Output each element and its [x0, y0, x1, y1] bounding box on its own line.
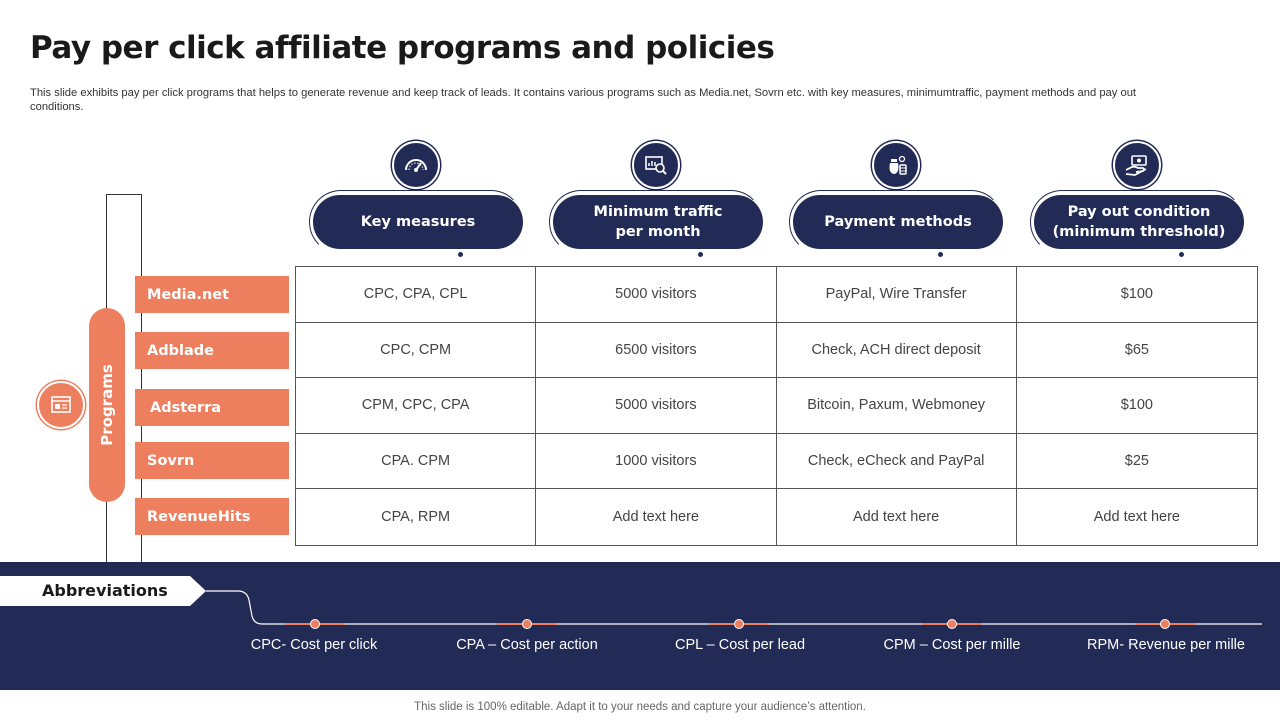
table-cell: 6500 visitors: [536, 322, 777, 379]
payout-condition-connector-dot: [1179, 252, 1184, 257]
table-cell: PayPal, Wire Transfer: [776, 267, 1017, 323]
key-measures-header: Key measures: [313, 195, 523, 249]
abbreviation-cpm: CPM – Cost per mille: [883, 637, 1021, 653]
abbreviation-cpa: CPA – Cost per action: [456, 637, 598, 653]
abbr-dot: [310, 619, 320, 629]
minimum-traffic-connector-dot: [698, 252, 703, 257]
program-tag-sovrn: Sovrn: [135, 442, 289, 479]
table-cell: $100: [1016, 267, 1257, 323]
table-cell: Bitcoin, Paxum, Webmoney: [776, 378, 1017, 434]
analytics-search-icon: [632, 141, 680, 189]
abbr-dot: [1160, 619, 1170, 629]
dashboard-icon: [37, 381, 85, 429]
gauge-icon: [392, 141, 440, 189]
program-tag-adsterra: Adsterra: [135, 389, 289, 426]
table-cell: Add text here: [777, 489, 1017, 545]
payout-condition-header: Pay out condition (minimum threshold): [1034, 195, 1244, 249]
abbr-dot: [522, 619, 532, 629]
programs-label: Programs: [98, 364, 116, 446]
table-cell: 5000 visitors: [536, 267, 777, 323]
program-tag-media-net: Media.net: [135, 276, 289, 313]
page-subtitle: This slide exhibits pay per click progra…: [30, 87, 1137, 113]
abbr-dot: [947, 619, 957, 629]
money-bag-icon: [872, 141, 920, 189]
minimum-traffic-header-outline: [549, 190, 763, 254]
abbreviations-label: Abbreviations: [42, 581, 168, 600]
key-measures-connector-dot: [458, 252, 463, 257]
table-cell: Add text here: [1093, 509, 1180, 526]
table-cell: CPC, CPM: [296, 322, 537, 379]
page-title: Pay per click affiliate programs and pol…: [30, 30, 775, 66]
footer-note: This slide is 100% editable. Adapt it to…: [414, 701, 866, 713]
program-tag-adblade: Adblade: [135, 332, 289, 369]
abbr-dot: [734, 619, 744, 629]
key-measures-header-outline: [309, 190, 523, 254]
payment-methods-connector-dot: [938, 252, 943, 257]
abbreviation-cpl: CPL – Cost per lead: [674, 637, 806, 653]
table-cell: Add text here: [536, 489, 777, 545]
minimum-traffic-header: Minimum traffic per month: [553, 195, 763, 249]
abbreviation-cpc: CPC- Cost per click: [250, 637, 378, 653]
table-cell: Check, eCheck and PayPal: [776, 433, 1017, 490]
table-cell: 1000 visitors: [536, 433, 777, 490]
table-cell: Check, ACH direct deposit: [776, 322, 1017, 379]
table-cell: $25: [1016, 434, 1257, 490]
payout-condition-header-outline: [1030, 190, 1244, 254]
table-cell: $65: [1016, 323, 1257, 379]
abbreviation-rpm: RPM- Revenue per mille: [1087, 637, 1245, 653]
cash-hand-icon: [1113, 141, 1161, 189]
table-cell: CPM, CPC, CPA: [296, 378, 537, 434]
table-cell: CPA. CPM: [296, 433, 537, 490]
program-tag-revenuehits: RevenueHits: [135, 498, 289, 535]
table-cell: 5000 visitors: [536, 378, 777, 434]
table-cell: CPC, CPA, CPL: [296, 267, 537, 323]
payment-methods-header: Payment methods: [793, 195, 1003, 249]
abbreviations-band: [0, 562, 1280, 690]
programs-bar: [89, 308, 125, 502]
payment-methods-header-outline: [789, 190, 1003, 254]
table-cell: CPA, RPM: [296, 489, 537, 545]
programs-table: CPC, CPA, CPL 5000 visitors PayPal, Wire…: [295, 266, 1258, 546]
table-cell: $100: [1016, 378, 1257, 434]
